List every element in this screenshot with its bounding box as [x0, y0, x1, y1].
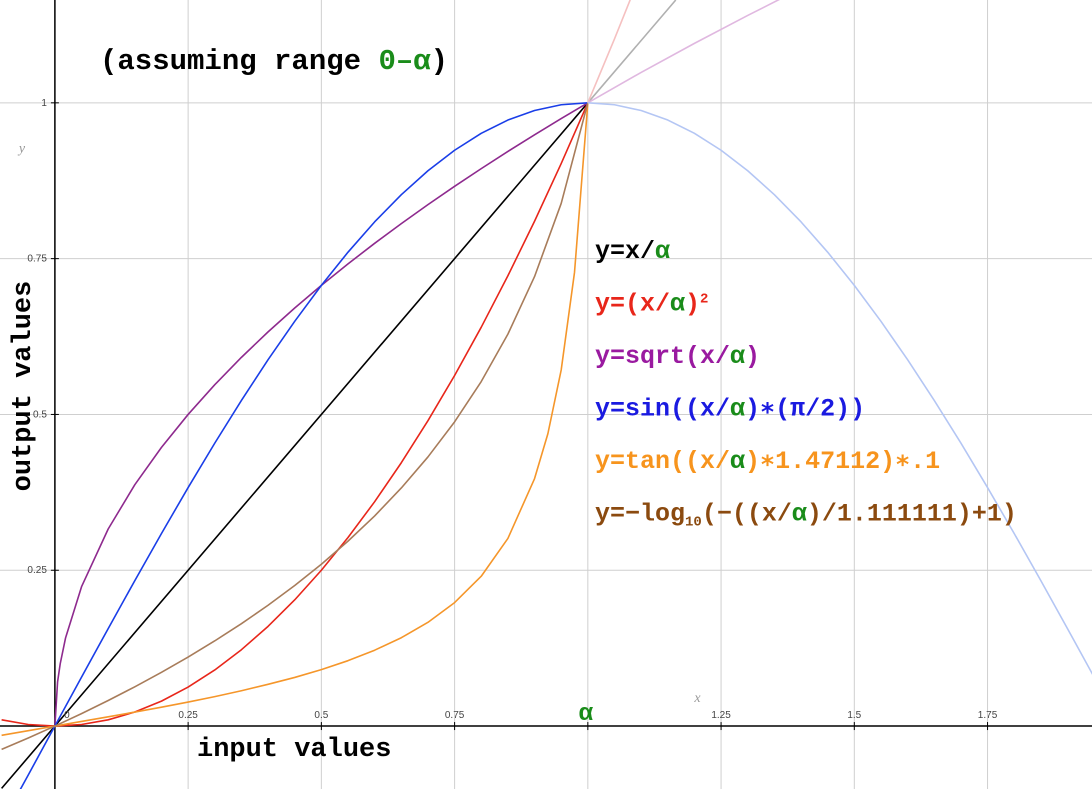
legend-text: α	[730, 395, 745, 424]
y-axis-name: y	[17, 142, 26, 157]
legend-entry: y=(x/α)2	[595, 290, 708, 319]
legend-text: )	[685, 290, 700, 319]
legend-text: y=−log	[595, 500, 685, 529]
legend-text: α	[670, 290, 685, 319]
x-tick-label: 0.5	[314, 710, 328, 721]
legend-entry: y=sqrt(x/α)	[595, 342, 760, 371]
x-tick-label: 1.75	[978, 710, 998, 721]
curve	[1, 102, 589, 751]
legend-text: y=x/	[595, 237, 655, 266]
chart-title: (assuming range 0–α)	[100, 45, 448, 78]
legend-text: 2	[700, 292, 708, 308]
x-tick-label: α	[578, 699, 593, 726]
x-axis-title: input values	[197, 735, 391, 765]
x-tick-label: 1.25	[711, 710, 731, 721]
legend-text: y=tan((x/	[595, 447, 730, 476]
legend-entry: y=x/α	[595, 237, 670, 266]
curve	[54, 102, 589, 727]
y-tick-label: 0.5	[33, 409, 47, 420]
legend-text: α	[792, 500, 807, 529]
legend-text: )∗1.47112)∗.1	[745, 447, 940, 476]
labels: 0 0.25 0.5 0.75 α 1.25 1.5 1.75 0.25 0.5 0.75 1 x y y=…	[9, 45, 1017, 765]
legend-text: y=sin((x/	[595, 395, 730, 424]
curve	[1, 102, 589, 737]
y-tick-label: 0.75	[27, 254, 47, 265]
x-tick-label: 0.75	[445, 710, 465, 721]
title-text: (assuming range	[100, 45, 378, 78]
legend-text: )	[745, 342, 760, 371]
curve	[587, 0, 780, 104]
curve	[1, 102, 589, 727]
y-tick-label: 1	[41, 98, 47, 109]
curve	[587, 0, 631, 104]
x-tick-label: 1.5	[847, 710, 861, 721]
curve	[587, 102, 1092, 675]
legend-text: (−((x/	[702, 500, 792, 529]
legend-text: α	[730, 447, 745, 476]
legend-text: )∗(π/2))	[745, 395, 865, 424]
y-axis-title: output values	[9, 281, 39, 492]
curve	[0, 102, 589, 789]
legend-text: α	[655, 237, 670, 266]
curve	[587, 0, 677, 104]
legend-text: y=(x/	[595, 290, 670, 319]
legend-text: )/1.111111)+1)	[807, 500, 1017, 529]
curve	[19, 102, 588, 789]
y-tick-label: 0.25	[27, 565, 47, 576]
legend-entry: y=tan((x/α)∗1.47112)∗.1	[595, 447, 940, 476]
x-axis-name: x	[693, 691, 701, 706]
legend-text: 10	[685, 514, 702, 530]
legend-entry: y=sin((x/α)∗(π/2))	[595, 395, 865, 424]
title-text: 0–α	[378, 45, 431, 78]
title-text: )	[431, 45, 448, 78]
x-tick-label: 0.25	[178, 710, 198, 721]
legend-text: y=sqrt(x/	[595, 342, 730, 371]
legend-entry: y=−log10(−((x/α)/1.111111)+1)	[595, 500, 1017, 531]
x-tick-label: 0	[64, 710, 70, 721]
legend-text: α	[730, 342, 745, 371]
